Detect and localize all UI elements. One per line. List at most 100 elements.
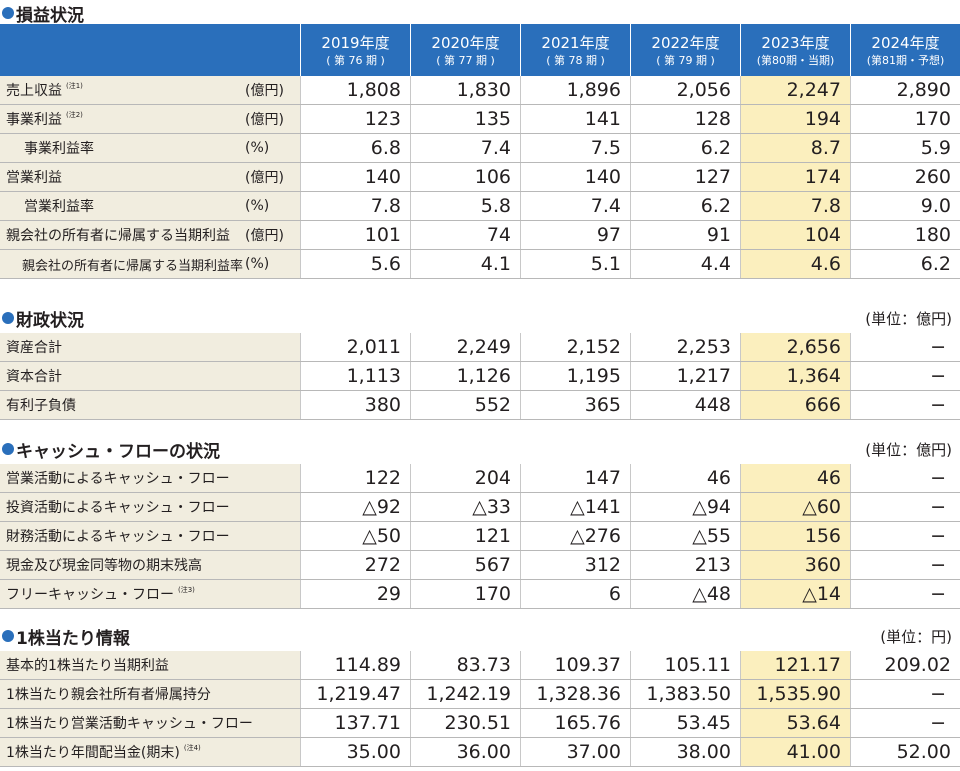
value-cell: 35.00 [300,738,410,766]
value-cell: 36.00 [410,738,520,766]
value-cell: − [850,333,960,361]
column-year: 2021年度 [541,33,610,52]
column-term: ( 第 77 期 ) [436,53,495,67]
table-row: 営業利益率 (%) 7.8 5.8 7.4 6.2 7.8 9.0 [0,192,960,221]
value-cell: − [850,362,960,390]
value-cell: △33 [410,493,520,521]
value-cell: 53.64 [740,709,850,737]
value-cell: 1,364 [740,362,850,390]
value-cell: 140 [300,163,410,191]
value-cell: 147 [520,464,630,492]
value-cell: − [850,391,960,419]
row-label-text: 事業利益率 [24,141,94,157]
value-cell: 2,656 [740,333,850,361]
column-header: 2020年度( 第 77 期 ) [410,24,520,76]
table-row: 1株当たり親会社所有者帰属持分 1,219.47 1,242.19 1,328.36 1… [0,680,960,709]
value-cell: △48 [630,580,740,608]
row-unit: (億円) [245,83,284,99]
value-cell: 1,808 [300,76,410,104]
value-cell: − [850,493,960,521]
row-unit: (億円) [245,228,284,244]
section-title-pl: 損益状況 [2,0,84,26]
table-row: 現金及び現金同等物の期末残高 272 567 312 213 360− [0,551,960,580]
row-label-text: 営業利益 [6,170,62,186]
section-title-text: キャッシュ・フローの状況 [16,441,220,462]
section-title-text: 1株当たり情報 [16,628,130,649]
value-cell: 109.37 [520,651,630,679]
bullet-icon [2,630,14,642]
ps-table: 基本的1株当たり当期利益 114.89 83.73 109.37 105.11 121.1… [0,651,960,767]
pl-table: 売上収益 (注1) (億円) 1,808 1,830 1,896 2,056 2,247 2,8… [0,76,960,279]
value-cell: 1,126 [410,362,520,390]
value-cell: 7.8 [740,192,850,220]
table-row: 有利子負債 380 552 365 448 666− [0,391,960,420]
table-row: 親会社の所有者に帰属する当期利益率 (%) 5.6 4.1 5.1 4.4 4.6 6.2 [0,250,960,279]
table-header: 2019年度( 第 76 期 ) 2020年度( 第 77 期 ) 2021年度… [0,24,960,76]
value-cell: 1,219.47 [300,680,410,708]
value-cell: 137.71 [300,709,410,737]
table-row: 資本合計 1,113 1,126 1,195 1,217 1,364− [0,362,960,391]
value-cell: 135 [410,105,520,133]
value-cell: 1,830 [410,76,520,104]
value-cell: 5.8 [410,192,520,220]
row-label-text: 現金及び現金同等物の期末残高 [6,558,202,574]
bs-table: 資産合計 2,011 2,249 2,152 2,253 2,656− 資本合計 1,113 1… [0,333,960,420]
value-cell: 5.9 [850,134,960,162]
value-cell: 122 [300,464,410,492]
row-label-text: 有利子負債 [6,398,76,414]
value-cell: 6.8 [300,134,410,162]
value-cell: △276 [520,522,630,550]
value-cell: △60 [740,493,850,521]
table-row: フリーキャッシュ・フロー (注3) 29 170 6 △48 △14− [0,580,960,609]
bullet-icon [2,443,14,455]
footnote-mark: (注3) [178,586,195,594]
row-label: 資本合計 [0,362,300,390]
value-cell: 121.17 [740,651,850,679]
value-cell: 2,247 [740,76,850,104]
column-term: (第80期・当期) [756,53,835,67]
value-cell: 170 [410,580,520,608]
value-cell: 180 [850,221,960,249]
value-cell: 141 [520,105,630,133]
value-cell: 9.0 [850,192,960,220]
row-label-text: 投資活動によるキャッシュ・フロー [6,500,230,516]
value-cell: 46 [630,464,740,492]
row-label: フリーキャッシュ・フロー (注3) [0,580,300,608]
value-cell: △92 [300,493,410,521]
row-unit: (億円) [245,112,284,128]
section-title-text: 損益状況 [16,5,84,26]
row-label-text: 親会社の所有者に帰属する当期利益 [6,228,230,244]
table-row: 事業利益率 (%) 6.8 7.4 7.5 6.2 8.7 5.9 [0,134,960,163]
value-cell: 213 [630,551,740,579]
value-cell: 6.2 [850,250,960,278]
column-year: 2022年度 [651,33,720,52]
value-cell: 74 [410,221,520,249]
row-label: 事業利益 (注2) (億円) [0,105,300,133]
table-row: 1株当たり年間配当金(期末) (注4) 35.00 36.00 37.00 38.00 41… [0,738,960,767]
row-label-text: フリーキャッシュ・フロー [6,587,174,603]
table-row: 1株当たり営業活動キャッシュ・フロー 137.71 230.51 165.76 53.4… [0,709,960,738]
column-header: 2023年度 (第80期・当期) [740,24,850,76]
value-cell: 6 [520,580,630,608]
footnote-mark: (注2) [66,111,83,119]
value-cell: 1,383.50 [630,680,740,708]
value-cell: 2,152 [520,333,630,361]
value-cell: 1,328.36 [520,680,630,708]
row-label-text: 資本合計 [6,369,62,385]
table-row: 売上収益 (注1) (億円) 1,808 1,830 1,896 2,056 2,247 2,8… [0,76,960,105]
column-header: 2022年度( 第 79 期 ) [630,24,740,76]
value-cell: △94 [630,493,740,521]
row-label-text: 基本的1株当たり当期利益 [6,658,169,674]
row-label-text: 1株当たり営業活動キャッシュ・フロー [6,716,253,732]
value-cell: 209.02 [850,651,960,679]
table-row: 親会社の所有者に帰属する当期利益 (億円) 101 74 97 91 104 180 [0,221,960,250]
row-label: 資産合計 [0,333,300,361]
value-cell: △14 [740,580,850,608]
value-cell: 2,253 [630,333,740,361]
row-label: 1株当たり営業活動キャッシュ・フロー [0,709,300,737]
value-cell: 204 [410,464,520,492]
value-cell: 156 [740,522,850,550]
value-cell: 4.6 [740,250,850,278]
value-cell: 7.4 [520,192,630,220]
value-cell: 5.1 [520,250,630,278]
